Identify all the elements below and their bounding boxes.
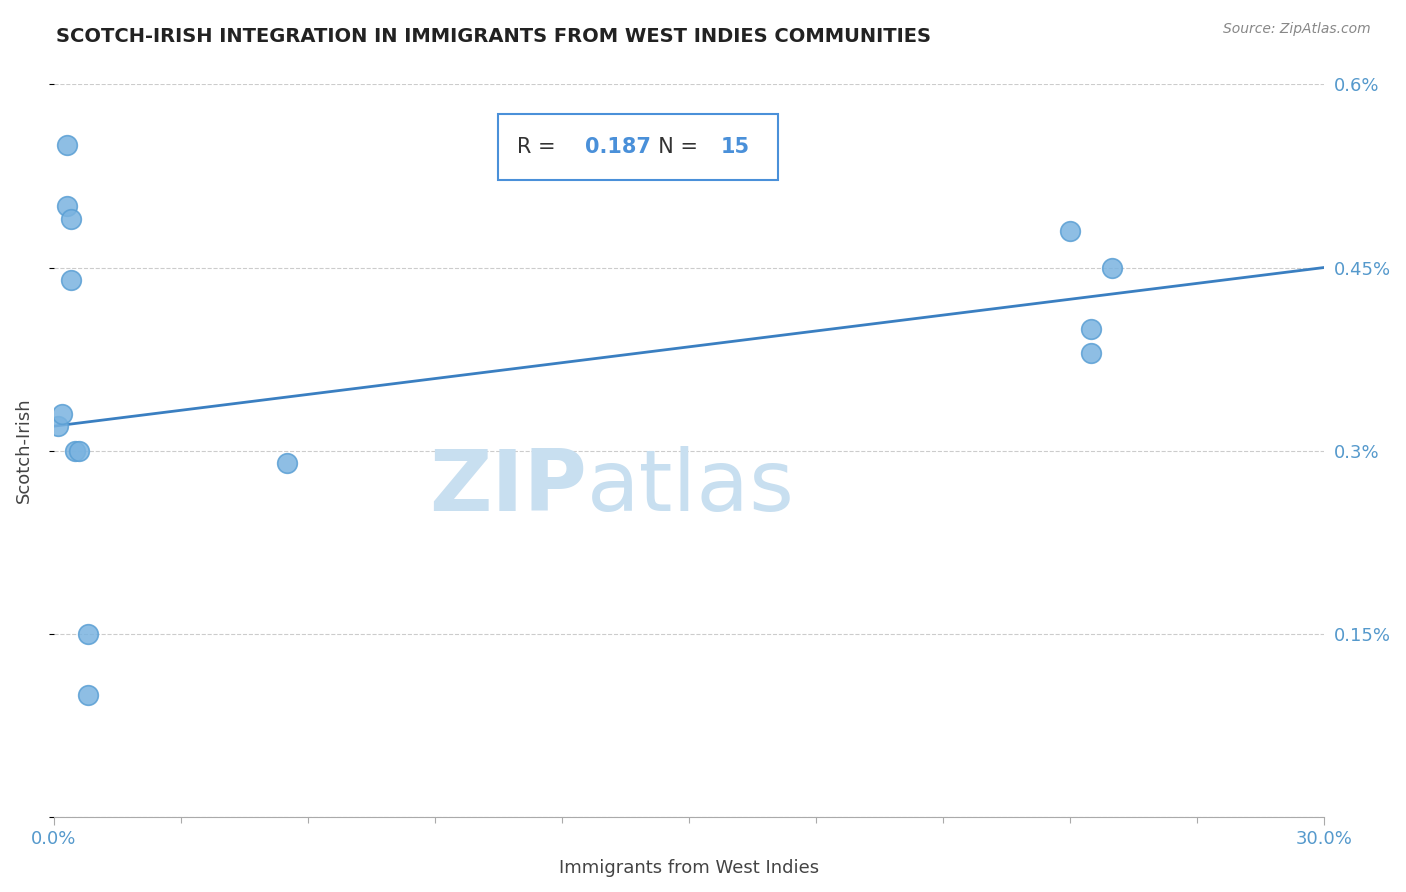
FancyBboxPatch shape	[499, 114, 778, 179]
Text: N =: N =	[644, 136, 704, 157]
Point	[55, 138, 77, 153]
Point	[1080, 321, 1102, 335]
Point	[59, 273, 82, 287]
X-axis label: Immigrants from West Indies: Immigrants from West Indies	[560, 859, 820, 877]
Point	[1059, 224, 1081, 238]
Text: Source: ZipAtlas.com: Source: ZipAtlas.com	[1223, 22, 1371, 37]
Text: ZIP: ZIP	[430, 446, 588, 529]
Text: R =: R =	[517, 136, 562, 157]
Point	[1101, 260, 1123, 275]
Point	[59, 211, 82, 226]
Point	[55, 199, 77, 213]
Point	[76, 688, 98, 702]
Text: 0.187: 0.187	[585, 136, 651, 157]
Point	[63, 443, 86, 458]
Y-axis label: Scotch-Irish: Scotch-Irish	[15, 398, 32, 503]
Text: 15: 15	[721, 136, 749, 157]
Point	[76, 626, 98, 640]
Text: SCOTCH-IRISH INTEGRATION IN IMMIGRANTS FROM WEST INDIES COMMUNITIES: SCOTCH-IRISH INTEGRATION IN IMMIGRANTS F…	[56, 27, 931, 45]
Text: atlas: atlas	[588, 446, 796, 529]
Point	[276, 456, 298, 470]
Point	[67, 443, 90, 458]
Point	[46, 419, 69, 434]
Point	[1080, 346, 1102, 360]
Point	[51, 407, 73, 421]
